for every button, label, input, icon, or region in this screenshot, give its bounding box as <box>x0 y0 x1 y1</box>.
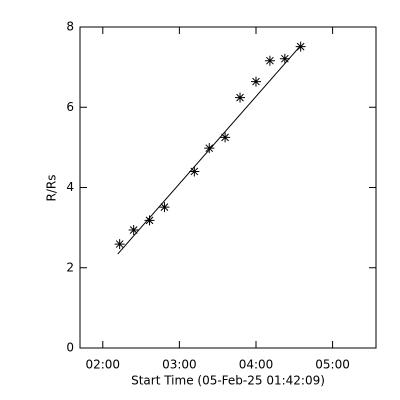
data-point <box>159 202 170 213</box>
x-tick-label: 03:00 <box>162 358 197 372</box>
data-point <box>235 92 246 103</box>
y-tick-label: 4 <box>66 180 74 194</box>
data-point <box>114 239 125 250</box>
y-tick-label: 2 <box>66 260 74 274</box>
data-point <box>220 132 231 143</box>
data-point <box>204 143 215 154</box>
y-tick-label: 0 <box>66 341 74 355</box>
y-tick-label: 8 <box>66 20 74 34</box>
data-point <box>189 166 200 177</box>
fit-line <box>117 46 301 255</box>
data-point <box>279 53 290 64</box>
y-axis-label: R/Rs <box>45 175 59 202</box>
data-point <box>128 225 139 236</box>
data-point <box>250 76 261 87</box>
x-tick-label: 04:00 <box>239 358 274 372</box>
x-axis-label: Start Time (05-Feb-25 01:42:09) <box>131 374 325 388</box>
plot-frame <box>79 26 377 349</box>
data-point <box>295 41 306 52</box>
y-tick-label: 6 <box>66 100 74 114</box>
x-tick-label: 05:00 <box>315 358 350 372</box>
data-point <box>144 215 155 226</box>
data-point <box>264 55 275 66</box>
x-tick-label: 02:00 <box>85 358 120 372</box>
